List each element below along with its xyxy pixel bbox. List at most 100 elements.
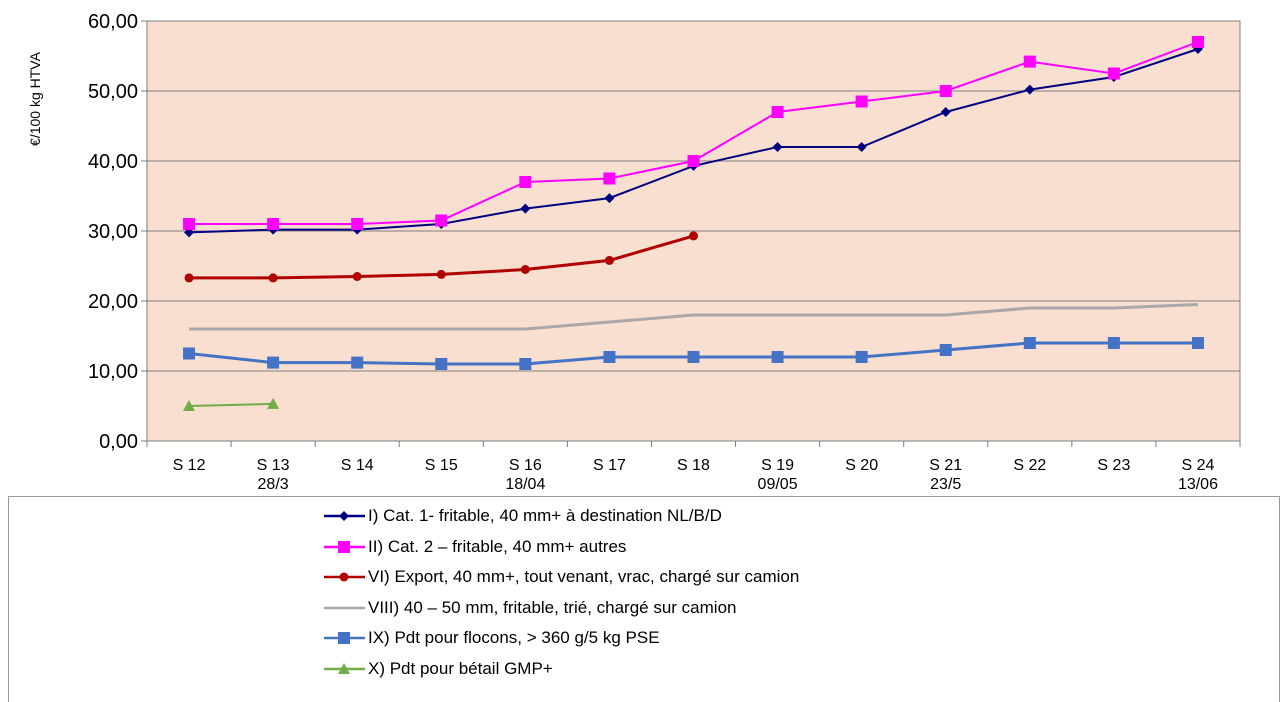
x-axis: S 12 S 13 28/3 S 14 S 15 S 16 18/04 S 17 S 18 S 1… <box>146 441 1241 493</box>
legend-label: VIII) 40 – 50 mm, fritable, trié, chargé… <box>368 597 737 617</box>
legend-swatch <box>324 606 365 609</box>
legend-swatch <box>324 662 365 674</box>
x-tick-date: 23/5 <box>930 476 961 493</box>
legend-label: IX) Pdt pour flocons, > 360 g/5 kg PSE <box>368 628 660 647</box>
data-point <box>351 356 364 369</box>
data-point <box>940 107 951 117</box>
x-tick-label: S 18 <box>677 457 710 474</box>
legend-label: VI) Export, 40 mm+, tout venant, vrac, c… <box>368 567 800 586</box>
y-tick-label: 40,00 <box>88 151 138 173</box>
legend-swatch <box>324 540 365 553</box>
y-tick-label: 20,00 <box>88 291 138 313</box>
data-point <box>520 203 531 214</box>
data-point <box>184 273 194 283</box>
data-point <box>1024 84 1035 95</box>
y-tick-label: 60,00 <box>88 11 138 33</box>
x-tick-date: 28/3 <box>258 476 289 493</box>
legend-swatch <box>324 572 365 582</box>
data-point <box>603 351 616 363</box>
data-point <box>603 172 616 185</box>
legend-item: VIII) 40 – 50 mm, fritable, trié, chargé… <box>322 594 736 622</box>
x-tick-label: S 19 <box>761 457 794 474</box>
data-point <box>1107 67 1120 80</box>
data-point <box>436 269 446 279</box>
x-tick-label: S 12 <box>173 457 206 474</box>
legend-swatch <box>324 511 365 521</box>
series-4 <box>183 337 1204 370</box>
data-point <box>352 272 362 281</box>
data-point <box>855 351 868 363</box>
data-point <box>1191 337 1204 349</box>
series-3 <box>189 303 1199 331</box>
series-1 <box>183 36 1204 230</box>
data-point <box>183 400 196 411</box>
data-point <box>604 193 615 204</box>
data-point <box>183 347 196 360</box>
x-tick-date: 13/06 <box>1178 476 1218 493</box>
data-point <box>520 265 530 274</box>
legend-swatch <box>324 632 365 644</box>
data-point <box>267 356 280 369</box>
x-tick-label: S 15 <box>425 457 458 474</box>
data-point <box>1191 36 1204 48</box>
legend-item: VI) Export, 40 mm+, tout venant, vrac, c… <box>322 563 799 591</box>
data-point <box>1107 337 1120 349</box>
data-point <box>435 358 448 370</box>
y-axis-label: €/100 kg HTVA <box>27 51 43 146</box>
legend-label: X) Pdt pour bétail GMP+ <box>368 658 553 678</box>
data-point <box>267 218 280 230</box>
legend-item: II) Cat. 2 – fritable, 40 mm+ autres <box>322 533 626 561</box>
x-tick-label: S 21 <box>929 457 962 474</box>
x-tick-label: S 20 <box>845 457 878 474</box>
data-point <box>689 231 698 241</box>
data-point <box>351 218 364 230</box>
legend-marker <box>338 662 350 674</box>
legend-label: II) Cat. 2 – fritable, 40 mm+ autres <box>368 536 627 556</box>
series-2 <box>184 231 698 283</box>
legend-marker <box>338 540 350 553</box>
legend-marker <box>339 572 349 582</box>
data-point <box>855 95 868 108</box>
data-point <box>435 214 448 227</box>
data-point <box>687 155 700 167</box>
legend-marker <box>339 511 349 521</box>
x-tick-date: 18/04 <box>505 476 545 493</box>
legend-item: X) Pdt pour bétail GMP+ <box>322 655 553 683</box>
legend-item: IX) Pdt pour flocons, > 360 g/5 kg PSE <box>322 624 660 652</box>
series-line <box>189 402 274 407</box>
data-point <box>771 351 784 363</box>
series-group <box>183 36 1204 411</box>
y-tick-label: 30,00 <box>88 221 138 243</box>
data-point <box>856 142 867 152</box>
series-5 <box>183 397 280 411</box>
y-axis: 0,00 10,00 20,00 30,00 40,00 50,00 60,00 <box>88 11 147 453</box>
x-tick-date: 09/05 <box>758 476 798 493</box>
x-tick-label: S 13 <box>257 457 290 474</box>
data-point <box>267 397 280 409</box>
y-tick-label: 10,00 <box>88 361 138 383</box>
data-point <box>687 351 700 363</box>
x-tick-label: S 23 <box>1097 457 1130 474</box>
x-tick-label: S 17 <box>593 457 626 474</box>
x-tick-label: S 14 <box>341 457 374 474</box>
legend-marker <box>338 632 350 644</box>
data-point <box>268 273 278 283</box>
x-tick-label: S 22 <box>1013 457 1046 474</box>
data-point <box>519 358 532 370</box>
data-point <box>604 255 614 265</box>
y-tick-label: 50,00 <box>88 81 138 103</box>
data-point <box>939 85 952 97</box>
legend-label: I) Cat. 1- fritable, 40 mm+ à destinatio… <box>368 506 722 525</box>
data-point <box>939 344 952 356</box>
data-point <box>183 218 196 230</box>
y-tick-label: 0,00 <box>99 431 138 453</box>
gridlines <box>147 90 1240 372</box>
data-point <box>772 142 783 152</box>
data-point <box>1023 55 1036 68</box>
data-point <box>1023 337 1036 349</box>
x-tick-label: S 16 <box>509 457 542 474</box>
series-line <box>189 303 1199 331</box>
legend-item: I) Cat. 1- fritable, 40 mm+ à destinatio… <box>322 502 722 530</box>
data-point <box>519 176 532 188</box>
